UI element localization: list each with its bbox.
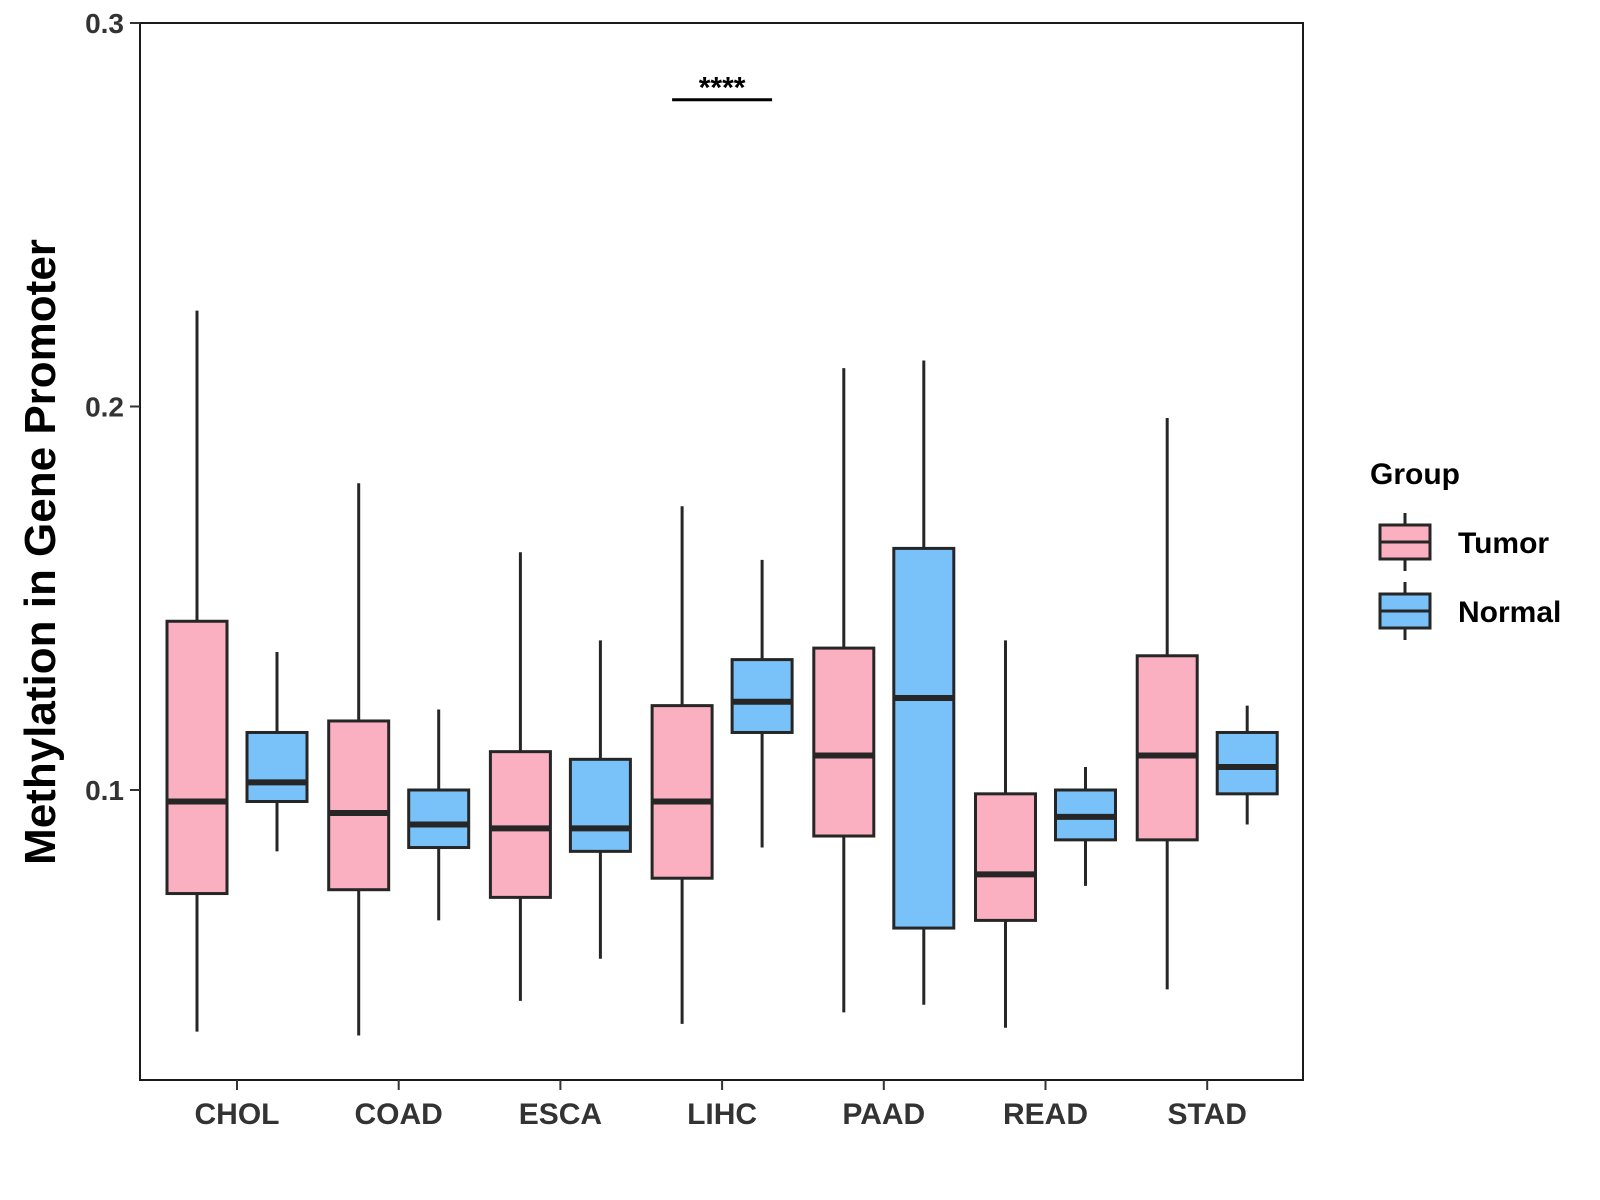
- box-tumor-esca: [488, 552, 552, 1001]
- box-tumor-read: [974, 640, 1037, 1028]
- x-tick-label-stad: STAD: [1167, 1098, 1246, 1131]
- x-tick-label-esca: ESCA: [519, 1098, 602, 1131]
- significance-label: ****: [699, 72, 746, 105]
- box-iqr: [730, 658, 794, 734]
- box-tumor-paad: [812, 368, 876, 1013]
- box-normal-esca: [568, 640, 632, 959]
- plot-layer: 0.1 0.2 0.3 CHOL COAD ESCA LIHC PAAD READ STAD ***…: [85, 8, 1279, 1131]
- box-iqr: [407, 788, 471, 850]
- box-iqr: [327, 719, 391, 892]
- legend-label-normal: Normal: [1458, 596, 1561, 629]
- legend: Group Tumor Normal: [1370, 458, 1561, 640]
- box-tumor-coad: [327, 483, 391, 1036]
- box-iqr: [245, 730, 309, 804]
- box-normal-coad: [407, 709, 471, 921]
- legend-label-tumor: Tumor: [1458, 527, 1549, 560]
- y-tick-label-2: 0.3: [85, 8, 124, 39]
- y-axis-title: Methylation in Gene Promoter: [16, 239, 65, 865]
- box-iqr: [1215, 730, 1279, 796]
- box-iqr: [1135, 654, 1199, 842]
- legend-entry-normal: Normal: [1378, 582, 1561, 640]
- box-tumor-lihc: [650, 506, 714, 1024]
- box-normal-stad: [1215, 705, 1279, 825]
- x-tick-label-paad: PAAD: [842, 1098, 925, 1131]
- box-iqr: [974, 792, 1037, 922]
- box-normal-read: [1054, 766, 1117, 886]
- box-iqr: [812, 646, 876, 838]
- box-iqr: [892, 546, 956, 930]
- y-tick-label-1: 0.2: [85, 392, 124, 423]
- box-normal-chol: [245, 651, 309, 852]
- box-iqr: [165, 619, 229, 896]
- x-tick-label-lihc: LIHC: [687, 1098, 757, 1131]
- x-tick-label-chol: CHOL: [195, 1098, 280, 1131]
- box-tumor-stad: [1135, 418, 1199, 990]
- plot-panel: [139, 22, 1304, 1081]
- legend-title: Group: [1370, 458, 1460, 491]
- box-normal-lihc: [730, 559, 794, 848]
- legend-entry-tumor: Tumor: [1378, 513, 1549, 571]
- x-tick-label-coad: COAD: [355, 1098, 443, 1131]
- box-tumor-chol: [165, 310, 229, 1032]
- box-iqr: [650, 704, 714, 880]
- box-normal-paad: [892, 360, 956, 1005]
- legend-keys: Tumor Normal: [1378, 513, 1561, 640]
- box-iqr: [568, 757, 632, 853]
- x-tick-label-read: READ: [1003, 1098, 1088, 1131]
- box-iqr: [488, 750, 552, 899]
- y-tick-label-0: 0.1: [85, 775, 124, 806]
